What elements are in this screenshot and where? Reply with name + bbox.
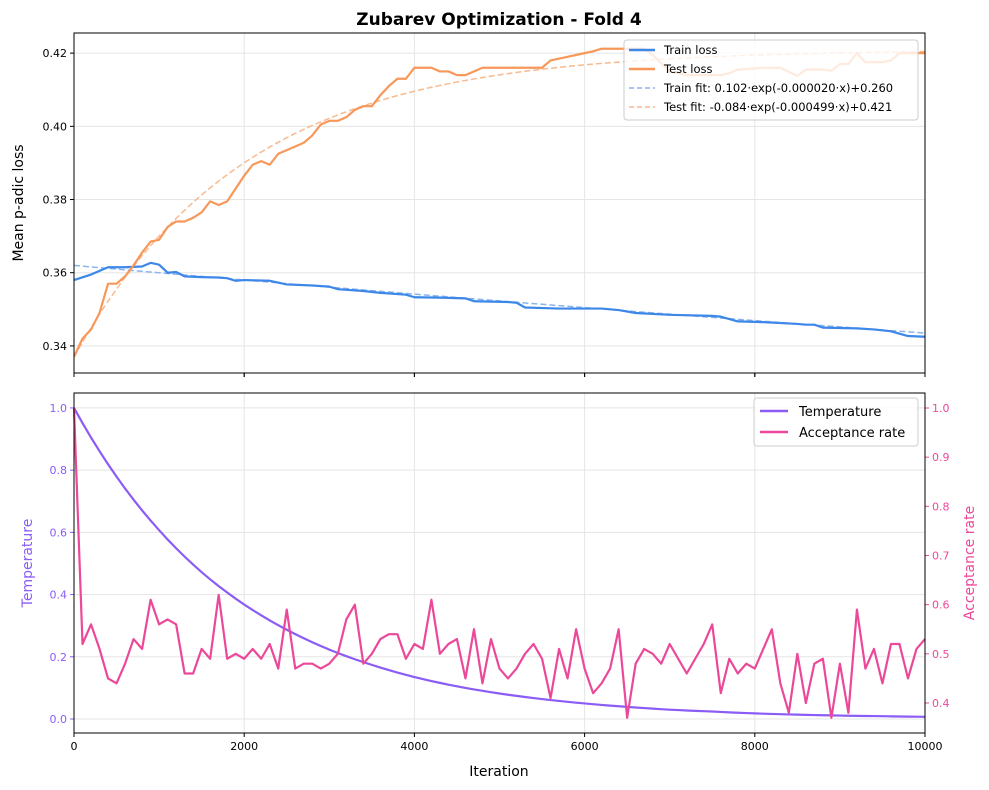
y-tick-label: 0.8: [50, 464, 68, 477]
legend-box: [623, 39, 919, 121]
legend-label: Train fit: 0.102·exp(-0.000020·x)+0.260: [663, 81, 893, 95]
y-tick-label: 0.36: [43, 267, 68, 280]
right-y-tick-label: 0.4: [932, 697, 950, 710]
x-tick-label: 2000: [230, 740, 258, 753]
y-tick-label: 0.4: [50, 589, 68, 602]
bottom-x-axis-label: Iteration: [469, 764, 528, 780]
legend: Train loss Test loss Train fit: 0.102·exp(…: [623, 39, 919, 121]
right-y-tick-label: 0.7: [932, 550, 950, 563]
right-y-tick-label: 0.5: [932, 648, 950, 661]
bottom-right-y-axis-label: Acceptance rate: [962, 506, 978, 620]
right-y-tick-label: 1.0: [932, 402, 950, 415]
y-tick-label: 1.0: [50, 402, 68, 415]
axes-frame: [73, 32, 926, 374]
y-tick-label: 0.38: [43, 194, 68, 207]
series-line-temperature: [73, 407, 926, 718]
legend-box: [753, 397, 919, 447]
right-y-tick-label: 0.8: [932, 500, 950, 513]
legend-label: Temperature: [798, 405, 881, 420]
legend-label: Test fit: -0.084·exp(-0.000499·x)+0.421: [663, 100, 892, 114]
bottom-plot: 0 2000 4000 6000 8000 10000 0.0 0.2 0.4 0.6 0.8 1.0…: [50, 373, 950, 753]
y-tick-label: 0.6: [50, 526, 68, 539]
y-tick-label: 0.2: [50, 651, 68, 664]
x-tick-label: 4000: [400, 740, 428, 753]
series-line-acceptance-rate: [72, 407, 926, 719]
x-tick-label: 8000: [741, 740, 769, 753]
y-tick-label: 0.34: [43, 340, 68, 353]
right-y-tick-label: 0.9: [932, 451, 950, 464]
x-tick-label: 0: [71, 740, 78, 753]
bottom-left-y-axis-label: Temperature: [20, 519, 36, 609]
y-tick-label: 0.0: [50, 713, 68, 726]
right-y-tick-label: 0.6: [932, 599, 950, 612]
y-tick-label: 0.40: [43, 120, 68, 133]
top-y-axis-label: Mean p-adic loss: [11, 144, 27, 261]
legend-label: Acceptance rate: [799, 426, 905, 441]
series-line-train-loss: [74, 261, 925, 338]
y-tick-label: 0.42: [43, 47, 68, 60]
legend-label: Test loss: [663, 62, 713, 76]
series-line-test-fit: [74, 50, 925, 358]
axes-frame: [73, 392, 926, 734]
legend: Temperature Acceptance rate: [753, 397, 919, 447]
x-tick-label: 10000: [908, 740, 943, 753]
legend-label: Train loss: [663, 43, 717, 57]
x-tick-label: 6000: [571, 740, 599, 753]
chart-title: Zubarev Optimization - Fold 4: [356, 10, 642, 30]
